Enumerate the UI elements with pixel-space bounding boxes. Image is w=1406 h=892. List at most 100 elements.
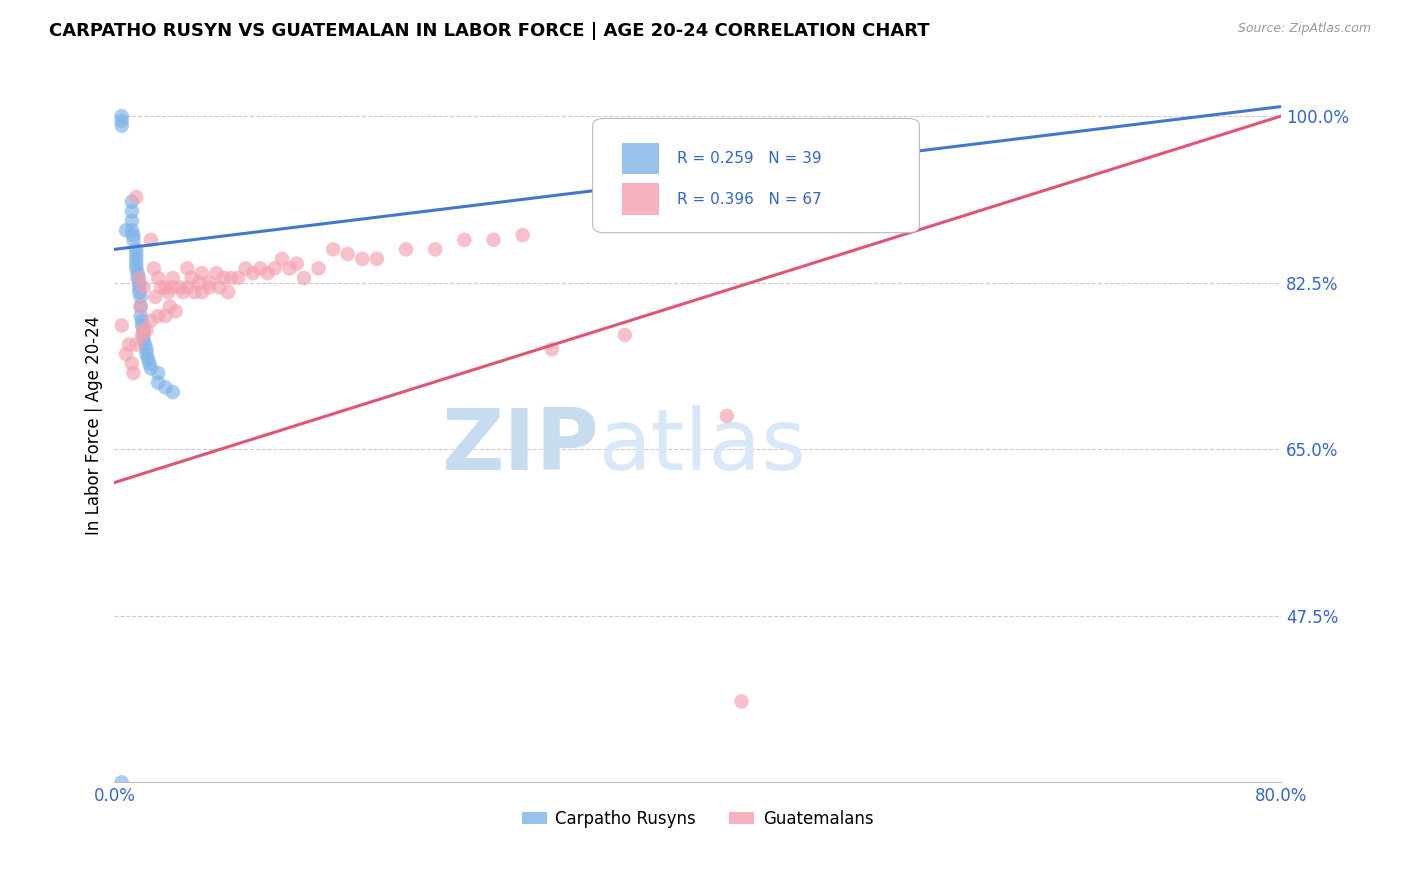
Point bbox=[136, 351, 159, 366]
Point bbox=[198, 280, 221, 294]
Point bbox=[121, 223, 143, 237]
Point bbox=[235, 261, 257, 276]
Point bbox=[352, 252, 374, 266]
Point bbox=[143, 290, 166, 304]
Point bbox=[134, 337, 156, 351]
Point bbox=[162, 271, 184, 285]
FancyBboxPatch shape bbox=[593, 119, 920, 233]
Bar bbox=[621, 143, 659, 174]
Point bbox=[205, 266, 228, 280]
Point bbox=[125, 243, 148, 257]
Point bbox=[142, 261, 165, 276]
Point bbox=[292, 271, 315, 285]
Point bbox=[336, 247, 359, 261]
Point bbox=[271, 252, 294, 266]
Point bbox=[129, 309, 152, 323]
Point bbox=[129, 290, 152, 304]
Point bbox=[129, 300, 152, 314]
Point bbox=[541, 343, 564, 357]
Point bbox=[111, 114, 134, 128]
Point bbox=[716, 409, 738, 423]
Point bbox=[146, 271, 169, 285]
Point bbox=[162, 385, 184, 400]
Point bbox=[128, 285, 150, 300]
Point bbox=[118, 337, 141, 351]
Point bbox=[135, 323, 157, 337]
Point bbox=[482, 233, 505, 247]
Point bbox=[121, 204, 143, 219]
Point bbox=[131, 314, 153, 328]
Point bbox=[730, 694, 752, 708]
Point bbox=[127, 266, 149, 280]
Point bbox=[111, 109, 134, 123]
Point bbox=[159, 300, 181, 314]
Point bbox=[122, 233, 145, 247]
Point bbox=[183, 285, 205, 300]
Point bbox=[125, 252, 148, 266]
Text: R = 0.396   N = 67: R = 0.396 N = 67 bbox=[676, 192, 821, 207]
Point bbox=[125, 190, 148, 204]
Point bbox=[128, 276, 150, 290]
Point bbox=[121, 194, 143, 209]
Point bbox=[138, 357, 160, 371]
Point bbox=[111, 775, 134, 789]
Point bbox=[169, 280, 191, 294]
Point bbox=[212, 271, 235, 285]
Point bbox=[132, 333, 155, 347]
Point bbox=[155, 280, 177, 294]
Point bbox=[125, 337, 148, 351]
Point bbox=[128, 271, 150, 285]
Point bbox=[263, 261, 285, 276]
Point bbox=[132, 280, 155, 294]
Point bbox=[228, 271, 250, 285]
Point bbox=[125, 247, 148, 261]
Point bbox=[249, 261, 271, 276]
Point bbox=[132, 323, 155, 337]
Point bbox=[125, 261, 148, 276]
Point bbox=[122, 366, 145, 380]
Point bbox=[150, 280, 173, 294]
Point bbox=[139, 361, 162, 376]
Point bbox=[308, 261, 330, 276]
Point bbox=[453, 233, 475, 247]
Point bbox=[128, 280, 150, 294]
Point bbox=[322, 243, 344, 257]
Point bbox=[512, 228, 534, 243]
Point bbox=[139, 233, 162, 247]
Text: R = 0.259   N = 39: R = 0.259 N = 39 bbox=[676, 151, 821, 166]
Point bbox=[146, 309, 169, 323]
Text: Source: ZipAtlas.com: Source: ZipAtlas.com bbox=[1237, 22, 1371, 36]
Point bbox=[180, 271, 202, 285]
Point bbox=[278, 261, 301, 276]
Point bbox=[111, 318, 134, 333]
Point bbox=[219, 271, 242, 285]
Point bbox=[157, 285, 180, 300]
Point bbox=[146, 366, 169, 380]
Point bbox=[198, 276, 221, 290]
Point bbox=[122, 228, 145, 243]
Point bbox=[217, 285, 239, 300]
Point bbox=[115, 347, 138, 361]
Point bbox=[155, 309, 177, 323]
Point bbox=[425, 243, 447, 257]
Point bbox=[176, 280, 198, 294]
Legend: Carpatho Rusyns, Guatemalans: Carpatho Rusyns, Guatemalans bbox=[516, 804, 880, 835]
Point bbox=[146, 376, 169, 390]
Point bbox=[208, 280, 231, 294]
Text: CARPATHO RUSYN VS GUATEMALAN IN LABOR FORCE | AGE 20-24 CORRELATION CHART: CARPATHO RUSYN VS GUATEMALAN IN LABOR FO… bbox=[49, 22, 929, 40]
Point bbox=[132, 323, 155, 337]
Point bbox=[135, 343, 157, 357]
Point bbox=[242, 266, 264, 280]
Point bbox=[165, 304, 187, 318]
Point bbox=[176, 261, 198, 276]
Point bbox=[127, 271, 149, 285]
Point bbox=[125, 257, 148, 271]
Point bbox=[131, 328, 153, 343]
Text: ZIP: ZIP bbox=[440, 405, 599, 488]
Point bbox=[188, 276, 211, 290]
Point bbox=[256, 266, 278, 280]
Point bbox=[613, 328, 636, 343]
Point bbox=[366, 252, 388, 266]
Point bbox=[191, 285, 214, 300]
Bar bbox=[621, 184, 659, 215]
